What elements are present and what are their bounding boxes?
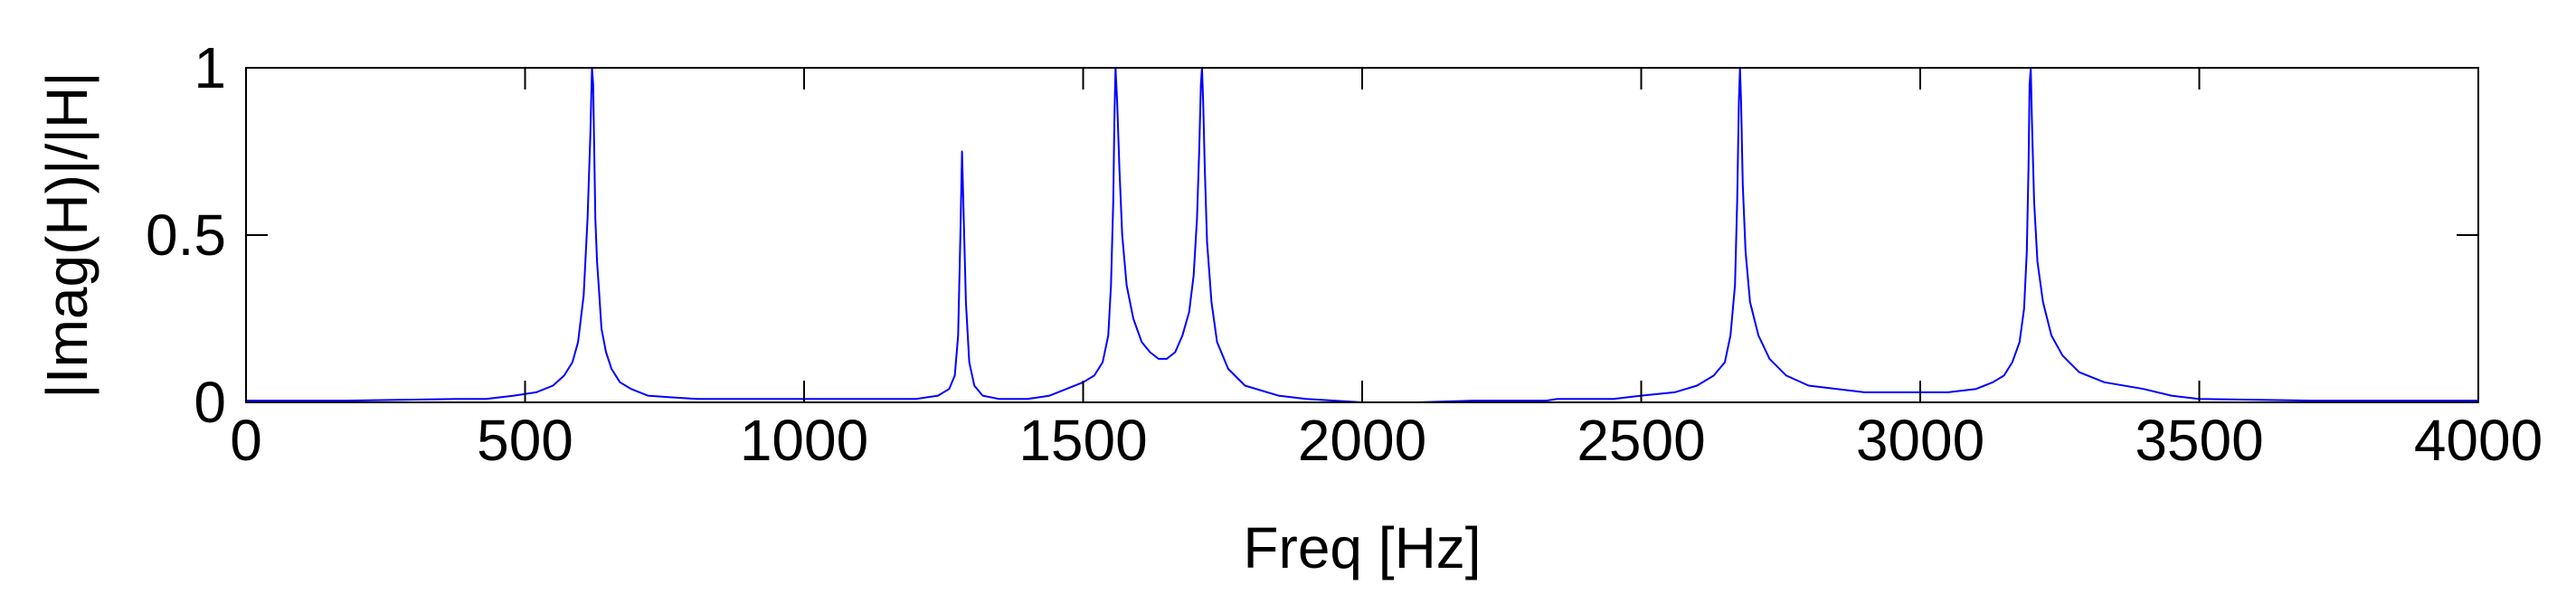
x-tick-label: 3500 [2135, 408, 2263, 473]
data-layer [246, 67, 2478, 403]
x-tick-label: 0 [230, 408, 262, 473]
x-tick-label: 1000 [740, 408, 868, 473]
x-tick-label: 1500 [1018, 408, 1147, 473]
y-axis-ticks [246, 67, 2478, 403]
x-tick-label: 500 [477, 408, 573, 473]
x-axis-label: Freq [Hz] [1243, 515, 1481, 580]
y-tick-label: 0.5 [146, 203, 226, 268]
x-tick-label: 2500 [1577, 408, 1705, 473]
plot-area [246, 68, 2478, 402]
y-tick-label: 0 [194, 370, 226, 435]
y-axis-tick-labels: 00.51 [146, 35, 226, 435]
x-axis-tick-labels: 0 500 1000 1500 2000 2500 3000 3500 4000 [230, 408, 2543, 473]
series-line [246, 67, 2478, 403]
x-tick-label: 2000 [1298, 408, 1426, 473]
x-tick-label: 3000 [1856, 408, 1984, 473]
x-axis-ticks [245, 68, 2479, 402]
y-axis-label: |Imag(H)|/|H| [34, 71, 99, 399]
y-tick-label: 1 [194, 35, 226, 100]
x-tick-label: 4000 [2414, 408, 2543, 473]
